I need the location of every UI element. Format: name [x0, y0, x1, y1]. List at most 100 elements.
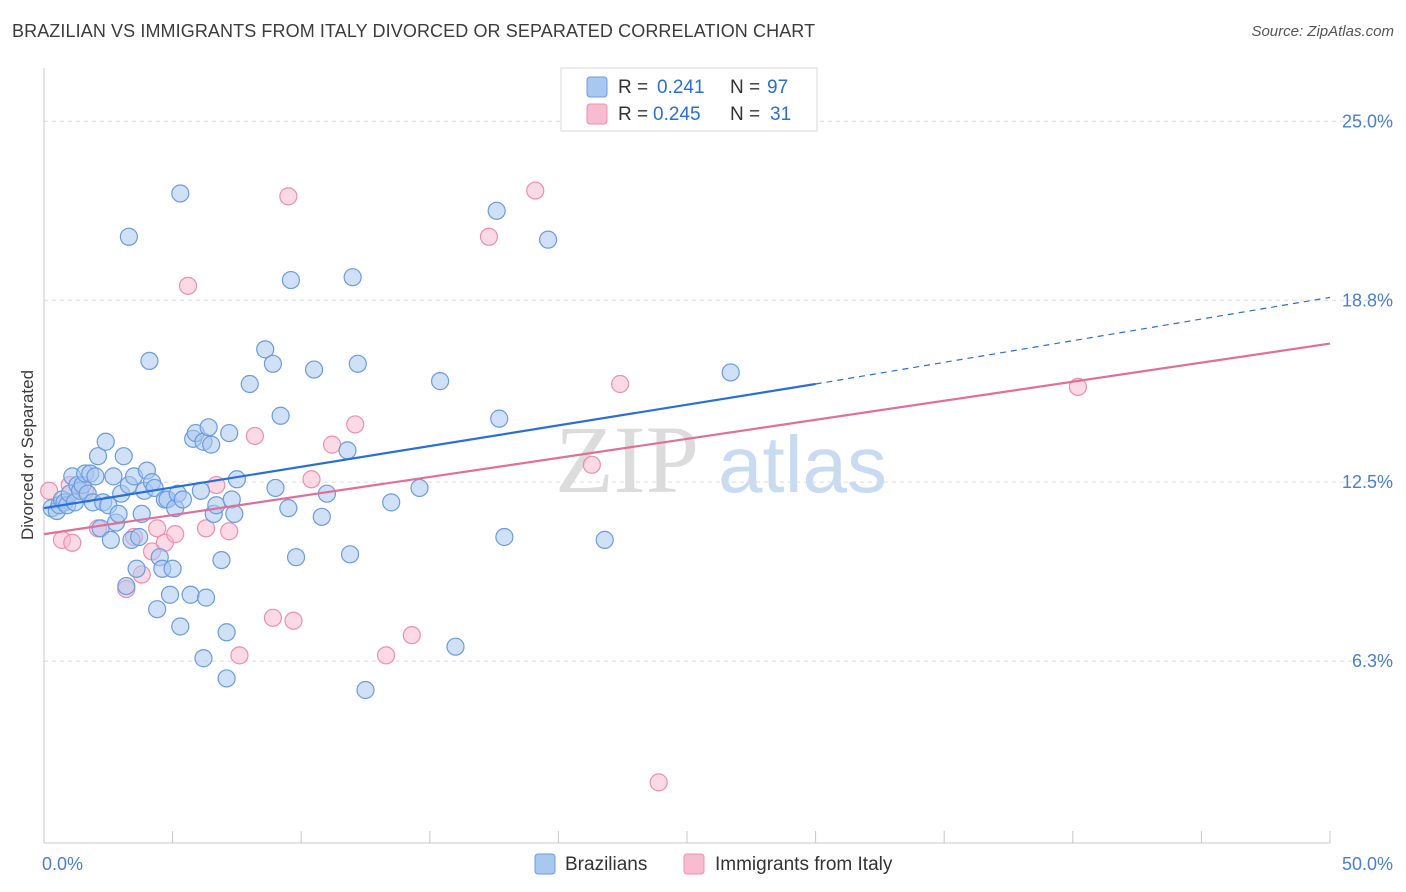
bottom-legend-label-brazilians: Brazilians — [565, 854, 647, 875]
brazilian-point — [446, 637, 465, 656]
axes — [43, 68, 1331, 844]
brazilian-point — [160, 585, 180, 604]
bottom-legend-swatch-brazilians — [534, 853, 556, 875]
legend-n-value-2: 31 — [770, 104, 791, 125]
brazilian-point — [340, 545, 360, 564]
brazilians-trend-extension — [815, 296, 1331, 385]
brazilian-point — [227, 470, 246, 489]
legend-swatch-brazilians — [586, 76, 608, 98]
brazilian-point — [117, 576, 136, 596]
legend: R = 0.241 N = 97 R = 0.245 N = 31 — [560, 67, 818, 132]
italy-point — [479, 227, 499, 246]
watermark-atlas: atlas — [718, 420, 887, 509]
legend-r-value-2: 0.245 — [653, 104, 701, 125]
italy-point — [220, 522, 239, 541]
brazilian-point — [202, 435, 221, 454]
brazilian-point — [104, 467, 123, 486]
italy-point — [649, 773, 668, 792]
italy-point — [322, 435, 342, 454]
brazilian-point — [199, 418, 218, 437]
brazilian-point — [196, 588, 216, 607]
italy-trend-line — [43, 342, 1331, 536]
brazilian-point — [109, 504, 128, 524]
y-tick-labels: 6.3% 12.5% 18.8% 25.0% — [1342, 111, 1393, 671]
italy-point — [582, 455, 601, 474]
italy-point — [346, 415, 365, 434]
brazilian-point — [130, 527, 149, 547]
brazilians-trend-line — [43, 382, 816, 510]
italy-point — [230, 646, 249, 665]
brazilian-point — [101, 530, 120, 549]
italy-point — [284, 611, 303, 630]
brazilian-point — [171, 617, 190, 636]
brazilian-point — [225, 504, 244, 524]
y-tick-label: 25.0% — [1342, 111, 1393, 131]
y-tick-label: 6.3% — [1352, 651, 1393, 671]
brazilian-point — [312, 507, 331, 526]
legend-r-value-1: 0.241 — [657, 77, 705, 98]
brazilian-point — [148, 600, 167, 619]
legend-n-label-1: N = — [730, 77, 760, 98]
italy-point — [402, 626, 421, 645]
brazilian-point — [96, 432, 115, 451]
brazilian-point — [140, 351, 159, 371]
italy-point — [40, 481, 59, 500]
brazilian-point — [539, 230, 558, 249]
y-axis-title: Divorced or Separated — [18, 370, 37, 540]
italy-point — [245, 426, 265, 446]
italy-point — [376, 646, 396, 665]
brazilian-point — [430, 372, 450, 391]
legend-r-label-1: R = — [618, 77, 648, 98]
watermark-zip: ZIP — [555, 406, 699, 513]
italy-point — [196, 519, 216, 538]
brazilian-point — [181, 585, 200, 604]
italy-point — [611, 374, 630, 394]
brazilian-point — [88, 447, 108, 466]
italy-point — [63, 533, 82, 552]
brazilian-point — [217, 623, 236, 642]
italy-point — [526, 181, 545, 200]
brazilian-point — [266, 478, 285, 498]
brazilian-point — [356, 680, 375, 700]
brazilian-point — [127, 559, 146, 578]
brazilian-point — [119, 227, 138, 246]
italy-point — [263, 608, 283, 627]
brazilian-point — [410, 478, 429, 498]
brazilian-point — [281, 270, 301, 290]
brazilian-point — [382, 493, 401, 512]
brazilian-point — [171, 184, 190, 203]
brazilian-point — [487, 201, 506, 220]
brazilian-point — [220, 423, 239, 443]
brazilian-point — [263, 354, 283, 373]
legend-n-value-1: 97 — [767, 77, 788, 98]
brazilian-point — [279, 499, 298, 518]
brazilian-point — [721, 363, 740, 382]
y-tick-label: 18.8% — [1342, 290, 1393, 310]
brazilian-point — [217, 669, 236, 688]
y-tick-label: 12.5% — [1342, 472, 1393, 492]
brazilian-point — [173, 490, 192, 509]
brazilian-point — [256, 340, 275, 359]
italy-point — [302, 470, 321, 489]
legend-n-label-2: N = — [730, 104, 760, 125]
brazilian-point — [338, 441, 357, 460]
brazilian-point — [207, 496, 226, 515]
brazilian-point — [271, 406, 290, 425]
brazilian-point — [163, 559, 182, 578]
bottom-legend-label-italy: Immigrants from Italy — [715, 854, 893, 875]
brazilian-point — [114, 447, 133, 466]
italy-point — [166, 525, 185, 544]
brazilian-point — [304, 360, 324, 379]
bottom-legend: Brazilians Immigrants from Italy — [534, 853, 893, 875]
legend-r-label-2: R = — [618, 104, 648, 125]
italy-point — [178, 276, 198, 295]
brazilian-point — [595, 530, 614, 549]
brazilian-point — [348, 354, 367, 373]
trend-lines — [43, 296, 1331, 536]
brazilian-point — [194, 649, 213, 668]
italy-point — [279, 187, 298, 206]
chart-title: BRAZILIAN VS IMMIGRANTS FROM ITALY DIVOR… — [12, 21, 816, 41]
brazilian-point — [240, 374, 259, 394]
italy-point — [148, 519, 167, 538]
